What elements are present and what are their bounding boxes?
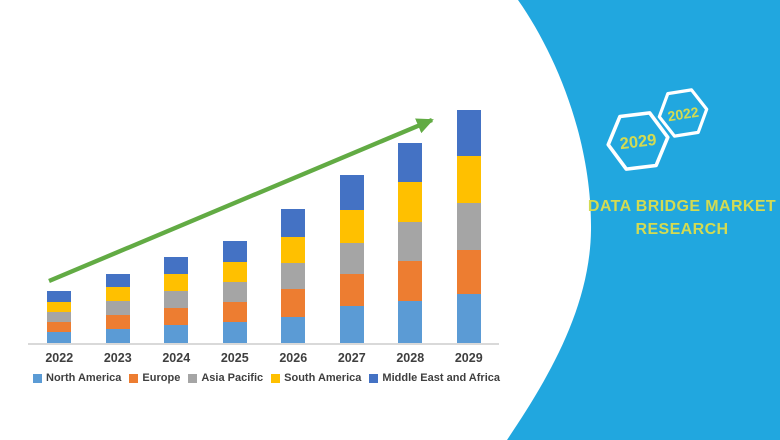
bar-segment [339, 175, 364, 210]
legend-label: Europe [142, 372, 181, 384]
legend-item: Middle East and Africa [369, 372, 500, 384]
legend-swatch [188, 373, 198, 383]
bar-segment [339, 274, 364, 306]
bar-segment [222, 262, 247, 282]
bar-segment [164, 325, 189, 343]
bar-segment [398, 143, 423, 182]
legend-label: South America [284, 372, 362, 384]
x-axis-line [28, 343, 499, 345]
legend-item: Asia Pacific [188, 372, 263, 384]
x-axis-labels: 2022 2023 2024 2025 2026 2027 2028 2029 [30, 351, 498, 365]
bar-2028 [398, 143, 423, 343]
bar-segment [47, 312, 72, 322]
bar-segment [339, 306, 364, 343]
bar-segment [281, 289, 306, 317]
bar-segment [456, 250, 481, 294]
legend-label: Middle East and Africa [382, 372, 500, 384]
x-axis-label: 2024 [162, 351, 191, 365]
bar-segment [164, 308, 189, 325]
hexagon-2022-badge: 2022 [657, 88, 709, 138]
x-axis-label: 2025 [220, 351, 249, 365]
bar-segment [47, 332, 72, 343]
bar-segment [281, 237, 306, 263]
chart-legend: North America Europe Asia Pacific South Ame… [33, 372, 500, 384]
bar-segment [456, 110, 481, 156]
bar-segment [164, 257, 189, 274]
bar-2025 [222, 241, 247, 343]
legend-item: Europe [129, 372, 180, 384]
bar-segment [339, 210, 364, 243]
bar-segment [105, 301, 130, 315]
bar-segment [398, 182, 423, 222]
bar-segment [47, 302, 72, 312]
legend-swatch [129, 373, 139, 383]
brand-panel-shape [507, 0, 780, 440]
bar-segment [164, 274, 189, 291]
bar-2029 [456, 110, 481, 343]
bar-segment [47, 291, 72, 302]
legend-item: South America [271, 372, 361, 384]
brand-title-line2: RESEARCH [635, 221, 729, 238]
bar-segment [281, 209, 306, 237]
bar-segment [456, 156, 481, 203]
bar-segment [222, 282, 247, 302]
legend-swatch [33, 373, 42, 383]
hexagon-2029-label: 2029 [619, 131, 658, 153]
bar-segment [339, 243, 364, 274]
x-axis-label: 2029 [454, 351, 483, 365]
x-axis-label: 2023 [103, 351, 132, 365]
brand-title: DATA BRIDGE MARKET RESEARCH [580, 195, 780, 241]
bar-2027 [339, 175, 364, 343]
hexagon-2029-badge: 2029 [606, 111, 670, 171]
bar-segment [105, 274, 130, 287]
stacked-bar-chart [30, 110, 498, 343]
bar-segment [222, 302, 247, 322]
x-axis-label: 2026 [279, 351, 308, 365]
x-axis-label: 2022 [45, 351, 74, 365]
bar-segment [222, 322, 247, 343]
bar-segment [222, 241, 247, 262]
bar-segment [164, 291, 189, 308]
bar-segment [456, 203, 481, 250]
legend-item: North America [33, 372, 121, 384]
hexagon-2029-outline [606, 111, 670, 171]
bar-segment [47, 322, 72, 332]
bar-segment [281, 263, 306, 289]
bar-segment [105, 287, 130, 301]
bar-2024 [164, 257, 189, 343]
legend-label: Asia Pacific [201, 372, 264, 384]
legend-swatch [271, 373, 281, 383]
brand-title-line1: DATA BRIDGE MARKET [587, 198, 777, 215]
bar-segment [398, 301, 423, 343]
legend-label: North America [46, 372, 122, 384]
bar-segment [398, 261, 423, 301]
hexagon-2022-outline [657, 88, 709, 138]
bar-2026 [281, 209, 306, 343]
x-axis-label: 2028 [396, 351, 425, 365]
bar-2022 [47, 291, 72, 343]
bar-segment [398, 222, 423, 261]
hexagon-2022-label: 2022 [667, 104, 700, 125]
bar-segment [105, 329, 130, 343]
bar-segment [281, 317, 306, 343]
legend-swatch [369, 373, 379, 383]
bar-segment [105, 315, 130, 329]
bar-2023 [105, 274, 130, 343]
x-axis-label: 2027 [337, 351, 366, 365]
bar-segment [456, 294, 481, 343]
